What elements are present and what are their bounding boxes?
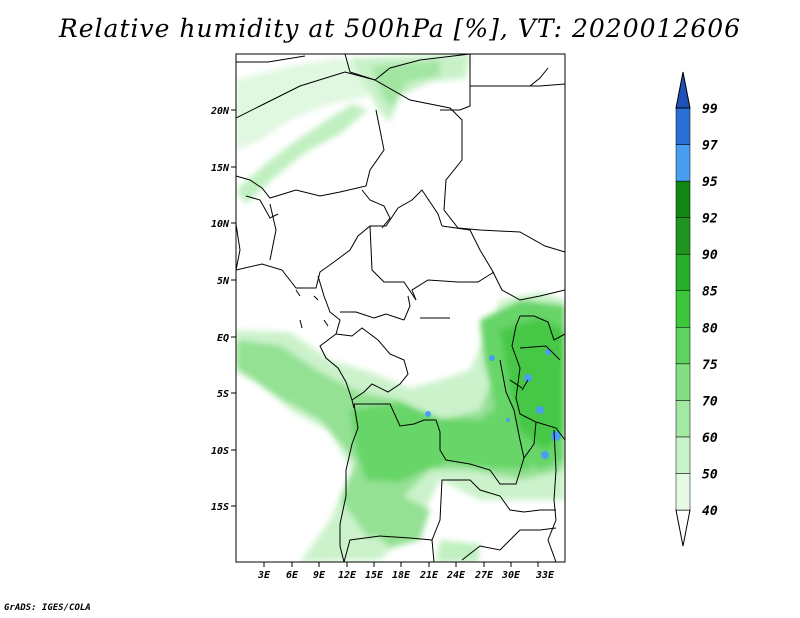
lon-label-3e: 3E (257, 570, 271, 581)
rh-spot (545, 349, 551, 355)
colorbar-box (675, 144, 691, 182)
colorbar-label: 95 (702, 175, 718, 190)
colorbar-box (675, 327, 691, 365)
colorbar-label: 99 (702, 102, 718, 117)
colorbar-label: 92 (702, 212, 718, 227)
rh-patch-north-band (236, 104, 368, 204)
lat-label-5s: 5S (217, 389, 229, 400)
lon-label-33e: 33E (535, 570, 555, 581)
lat-label-eq: EQ (217, 333, 229, 344)
lat-label-10s: 10S (211, 446, 229, 457)
lat-axis: 20N 15N 10N 5N EQ 5S 10S 15S (210, 106, 236, 513)
colorbar-label: 70 (702, 394, 718, 409)
credit-label: GrADS: IGES/COLA (4, 603, 91, 613)
lat-label-20n: 20N (210, 106, 230, 117)
lat-label-5n: 5N (217, 276, 230, 287)
rh-saturated-spots (425, 349, 561, 459)
lon-label-6e: 6E (286, 570, 299, 581)
rh-spot (541, 451, 549, 459)
colorbar-label: 75 (702, 358, 718, 373)
colorbar-box (675, 217, 691, 255)
border-line (344, 54, 471, 81)
border-line (343, 535, 435, 562)
rh-patch-north-core (372, 60, 440, 108)
colorbar-max-arrow (675, 71, 691, 109)
lon-label-15e: 15E (365, 570, 384, 581)
border-line (236, 71, 376, 119)
border-line (361, 189, 391, 229)
lon-label-21e: 21E (419, 570, 439, 581)
lon-axis: 3E 6E 9E 12E 15E 18E 21E 24E 27E 30E 33E (257, 562, 555, 581)
border-line (519, 345, 561, 361)
colorbar: 40 50 60 70 75 80 85 90 92 95 97 99 (675, 71, 718, 547)
lon-label-9e: 9E (313, 570, 326, 581)
border-line (295, 289, 529, 391)
lon-label-30e: 30E (501, 570, 521, 581)
colorbar-label: 85 (702, 285, 718, 300)
colorbar-label: 40 (702, 504, 718, 519)
colorbar-min-arrow (675, 509, 691, 547)
lat-label-15s: 15S (211, 502, 229, 513)
rh-spot (551, 431, 561, 441)
colorbar-box (675, 290, 691, 328)
border-line (374, 79, 565, 253)
border-line (461, 527, 557, 561)
border-line (317, 275, 341, 335)
border-line (236, 223, 241, 271)
border-line (354, 315, 537, 485)
rh-spot (506, 418, 510, 422)
humidity-field (236, 54, 565, 562)
border-line (236, 109, 385, 199)
border-line (440, 54, 471, 111)
border-line (411, 271, 495, 301)
rh-spot (489, 355, 495, 361)
border-line (236, 189, 443, 289)
rh-spot (524, 374, 532, 382)
border-line (535, 421, 565, 441)
border-line (245, 195, 279, 219)
rh-core-south (360, 494, 430, 548)
colorbar-box (675, 473, 691, 511)
colorbar-box (675, 180, 691, 218)
border-line (269, 203, 277, 261)
rh-spot (425, 411, 431, 417)
colorbar-label: 50 (702, 467, 718, 482)
rh-patch-north-west (236, 58, 380, 150)
colorbar-box (675, 107, 691, 145)
map-title: Relative humidity at 500hPa [%], VT: 202… (58, 14, 742, 43)
colorbar-box (675, 253, 691, 291)
lon-label-18e: 18E (392, 570, 411, 581)
colorbar-box (675, 363, 691, 401)
colorbar-label: 80 (702, 321, 718, 336)
border-line (339, 403, 359, 562)
rh-spot (536, 406, 544, 414)
lat-label-10n: 10N (211, 219, 230, 230)
colorbar-labels: 40 50 60 70 75 80 85 90 92 95 97 99 (702, 102, 718, 519)
border-line (340, 311, 405, 321)
border-line (441, 225, 565, 301)
border-line (403, 295, 411, 321)
colorbar-box (675, 400, 691, 438)
lon-label-27e: 27E (474, 570, 494, 581)
colorbar-boxes (675, 71, 691, 547)
border-line (431, 479, 556, 541)
lon-label-12e: 12E (338, 570, 357, 581)
border-line (236, 55, 306, 63)
border-line (520, 315, 565, 341)
border-line (547, 429, 557, 562)
lon-label-24e: 24E (446, 570, 466, 581)
border-line (369, 225, 417, 301)
border-line (335, 327, 409, 401)
colorbar-box (675, 436, 691, 474)
border-line (529, 67, 549, 87)
colorbar-label: 90 (702, 248, 718, 263)
colorbar-label: 97 (702, 139, 718, 154)
rh-patch-southeast (436, 540, 480, 562)
border-line (470, 83, 565, 87)
border-line (499, 359, 525, 459)
country-borders (236, 54, 565, 562)
lat-label-15n: 15N (211, 163, 230, 174)
colorbar-label: 60 (702, 431, 718, 446)
